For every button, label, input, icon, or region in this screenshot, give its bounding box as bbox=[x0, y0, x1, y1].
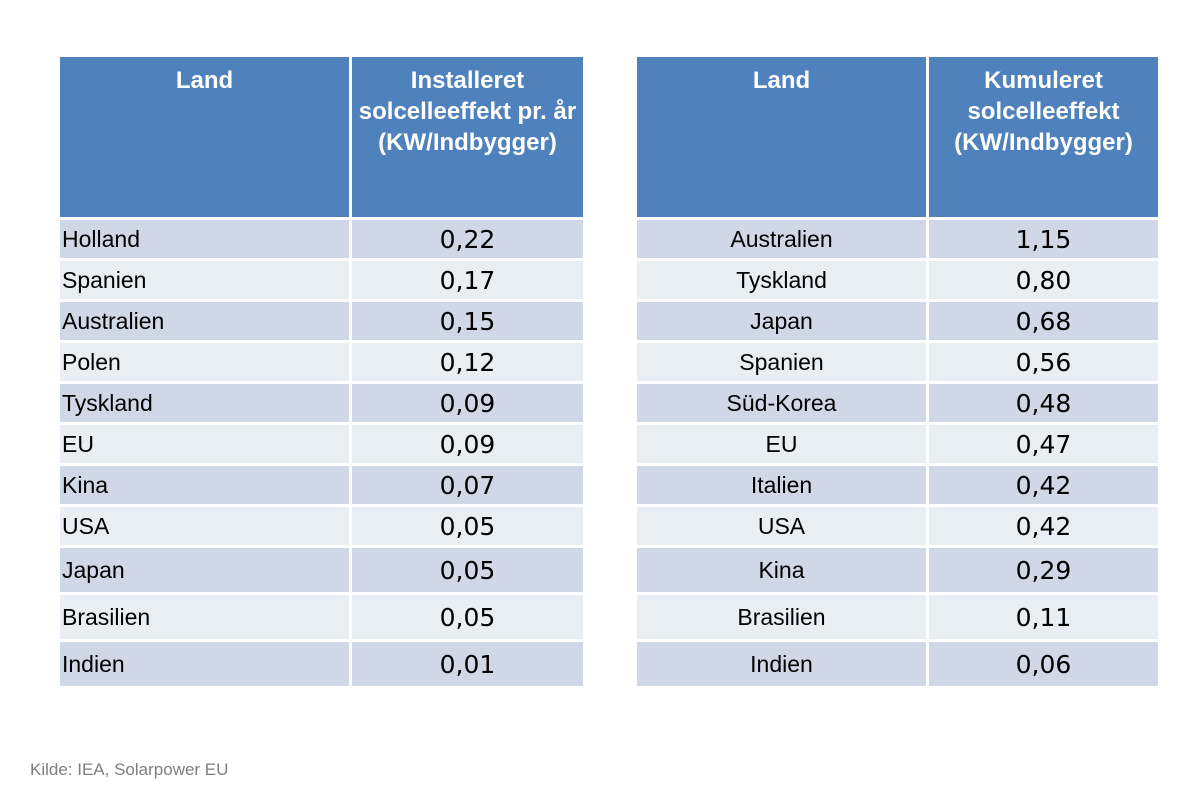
country-cell: USA bbox=[60, 507, 349, 545]
country-cell: Italien bbox=[637, 466, 926, 504]
country-cell: USA bbox=[637, 507, 926, 545]
table-row: Kina 0,07 bbox=[60, 466, 583, 504]
value-cell: 0,01 bbox=[352, 642, 583, 686]
header-row: Land Kumuleret solcelleeffekt (KW/Indbyg… bbox=[637, 57, 1158, 217]
table-row: Italien 0,42 bbox=[637, 466, 1158, 504]
country-cell: Tyskland bbox=[60, 384, 349, 422]
country-cell: Australien bbox=[637, 220, 926, 258]
value-cell: 0,12 bbox=[352, 343, 583, 381]
value-cell: 0,07 bbox=[352, 466, 583, 504]
table-row: Süd-Korea 0,48 bbox=[637, 384, 1158, 422]
table-row: Tyskland 0,09 bbox=[60, 384, 583, 422]
table-row: Spanien 0,56 bbox=[637, 343, 1158, 381]
table-row: EU 0,09 bbox=[60, 425, 583, 463]
table-row: Tyskland 0,80 bbox=[637, 261, 1158, 299]
table-row: Japan 0,68 bbox=[637, 302, 1158, 340]
country-cell: Brasilien bbox=[60, 595, 349, 639]
value-cell: 0,05 bbox=[352, 548, 583, 592]
country-cell: Kina bbox=[60, 466, 349, 504]
column-header: Installeret solcelleeffekt pr. år (KW/In… bbox=[352, 57, 583, 217]
table-row: Japan 0,05 bbox=[60, 548, 583, 592]
country-cell: Indien bbox=[637, 642, 926, 686]
cumulative-table: Land Kumuleret solcelleeffekt (KW/Indbyg… bbox=[634, 54, 1161, 689]
value-cell: 0,80 bbox=[929, 261, 1158, 299]
value-cell: 0,22 bbox=[352, 220, 583, 258]
country-cell: Holland bbox=[60, 220, 349, 258]
value-cell: 0,05 bbox=[352, 507, 583, 545]
table-row: Brasilien 0,11 bbox=[637, 595, 1158, 639]
table-row: Indien 0,01 bbox=[60, 642, 583, 686]
installed-per-year-table: Land Installeret solcelleeffekt pr. år (… bbox=[57, 54, 586, 689]
column-header: Land bbox=[637, 57, 926, 217]
table-row: Indien 0,06 bbox=[637, 642, 1158, 686]
table-body: Holland 0,22 Spanien 0,17 Australien 0,15 Pole… bbox=[60, 220, 583, 686]
country-cell: Japan bbox=[637, 302, 926, 340]
column-header: Kumuleret solcelleeffekt (KW/Indbygger) bbox=[929, 57, 1158, 217]
table-row: Polen 0,12 bbox=[60, 343, 583, 381]
value-cell: 0,42 bbox=[929, 466, 1158, 504]
country-cell: Spanien bbox=[637, 343, 926, 381]
source-note: Kilde: IEA, Solarpower EU bbox=[30, 760, 229, 779]
table-row: Holland 0,22 bbox=[60, 220, 583, 258]
table-row: Kina 0,29 bbox=[637, 548, 1158, 592]
country-cell: Süd-Korea bbox=[637, 384, 926, 422]
table-row: Australien 0,15 bbox=[60, 302, 583, 340]
table-row: Brasilien 0,05 bbox=[60, 595, 583, 639]
country-cell: EU bbox=[637, 425, 926, 463]
value-cell: 0,09 bbox=[352, 384, 583, 422]
table-row: USA 0,42 bbox=[637, 507, 1158, 545]
value-cell: 0,15 bbox=[352, 302, 583, 340]
table-body: Australien 1,15 Tyskland 0,80 Japan 0,68 Spani… bbox=[637, 220, 1158, 686]
value-cell: 0,29 bbox=[929, 548, 1158, 592]
country-cell: Japan bbox=[60, 548, 349, 592]
country-cell: Spanien bbox=[60, 261, 349, 299]
column-header: Land bbox=[60, 57, 349, 217]
value-cell: 0,09 bbox=[352, 425, 583, 463]
value-cell: 0,06 bbox=[929, 642, 1158, 686]
value-cell: 0,48 bbox=[929, 384, 1158, 422]
value-cell: 0,42 bbox=[929, 507, 1158, 545]
value-cell: 0,68 bbox=[929, 302, 1158, 340]
value-cell: 0,17 bbox=[352, 261, 583, 299]
country-cell: EU bbox=[60, 425, 349, 463]
country-cell: Indien bbox=[60, 642, 349, 686]
table-row: EU 0,47 bbox=[637, 425, 1158, 463]
value-cell: 0,47 bbox=[929, 425, 1158, 463]
country-cell: Australien bbox=[60, 302, 349, 340]
table-row: USA 0,05 bbox=[60, 507, 583, 545]
value-cell: 1,15 bbox=[929, 220, 1158, 258]
table-row: Spanien 0,17 bbox=[60, 261, 583, 299]
value-cell: 0,11 bbox=[929, 595, 1158, 639]
country-cell: Polen bbox=[60, 343, 349, 381]
value-cell: 0,56 bbox=[929, 343, 1158, 381]
country-cell: Kina bbox=[637, 548, 926, 592]
country-cell: Tyskland bbox=[637, 261, 926, 299]
value-cell: 0,05 bbox=[352, 595, 583, 639]
table-row: Australien 1,15 bbox=[637, 220, 1158, 258]
country-cell: Brasilien bbox=[637, 595, 926, 639]
header-row: Land Installeret solcelleeffekt pr. år (… bbox=[60, 57, 583, 217]
